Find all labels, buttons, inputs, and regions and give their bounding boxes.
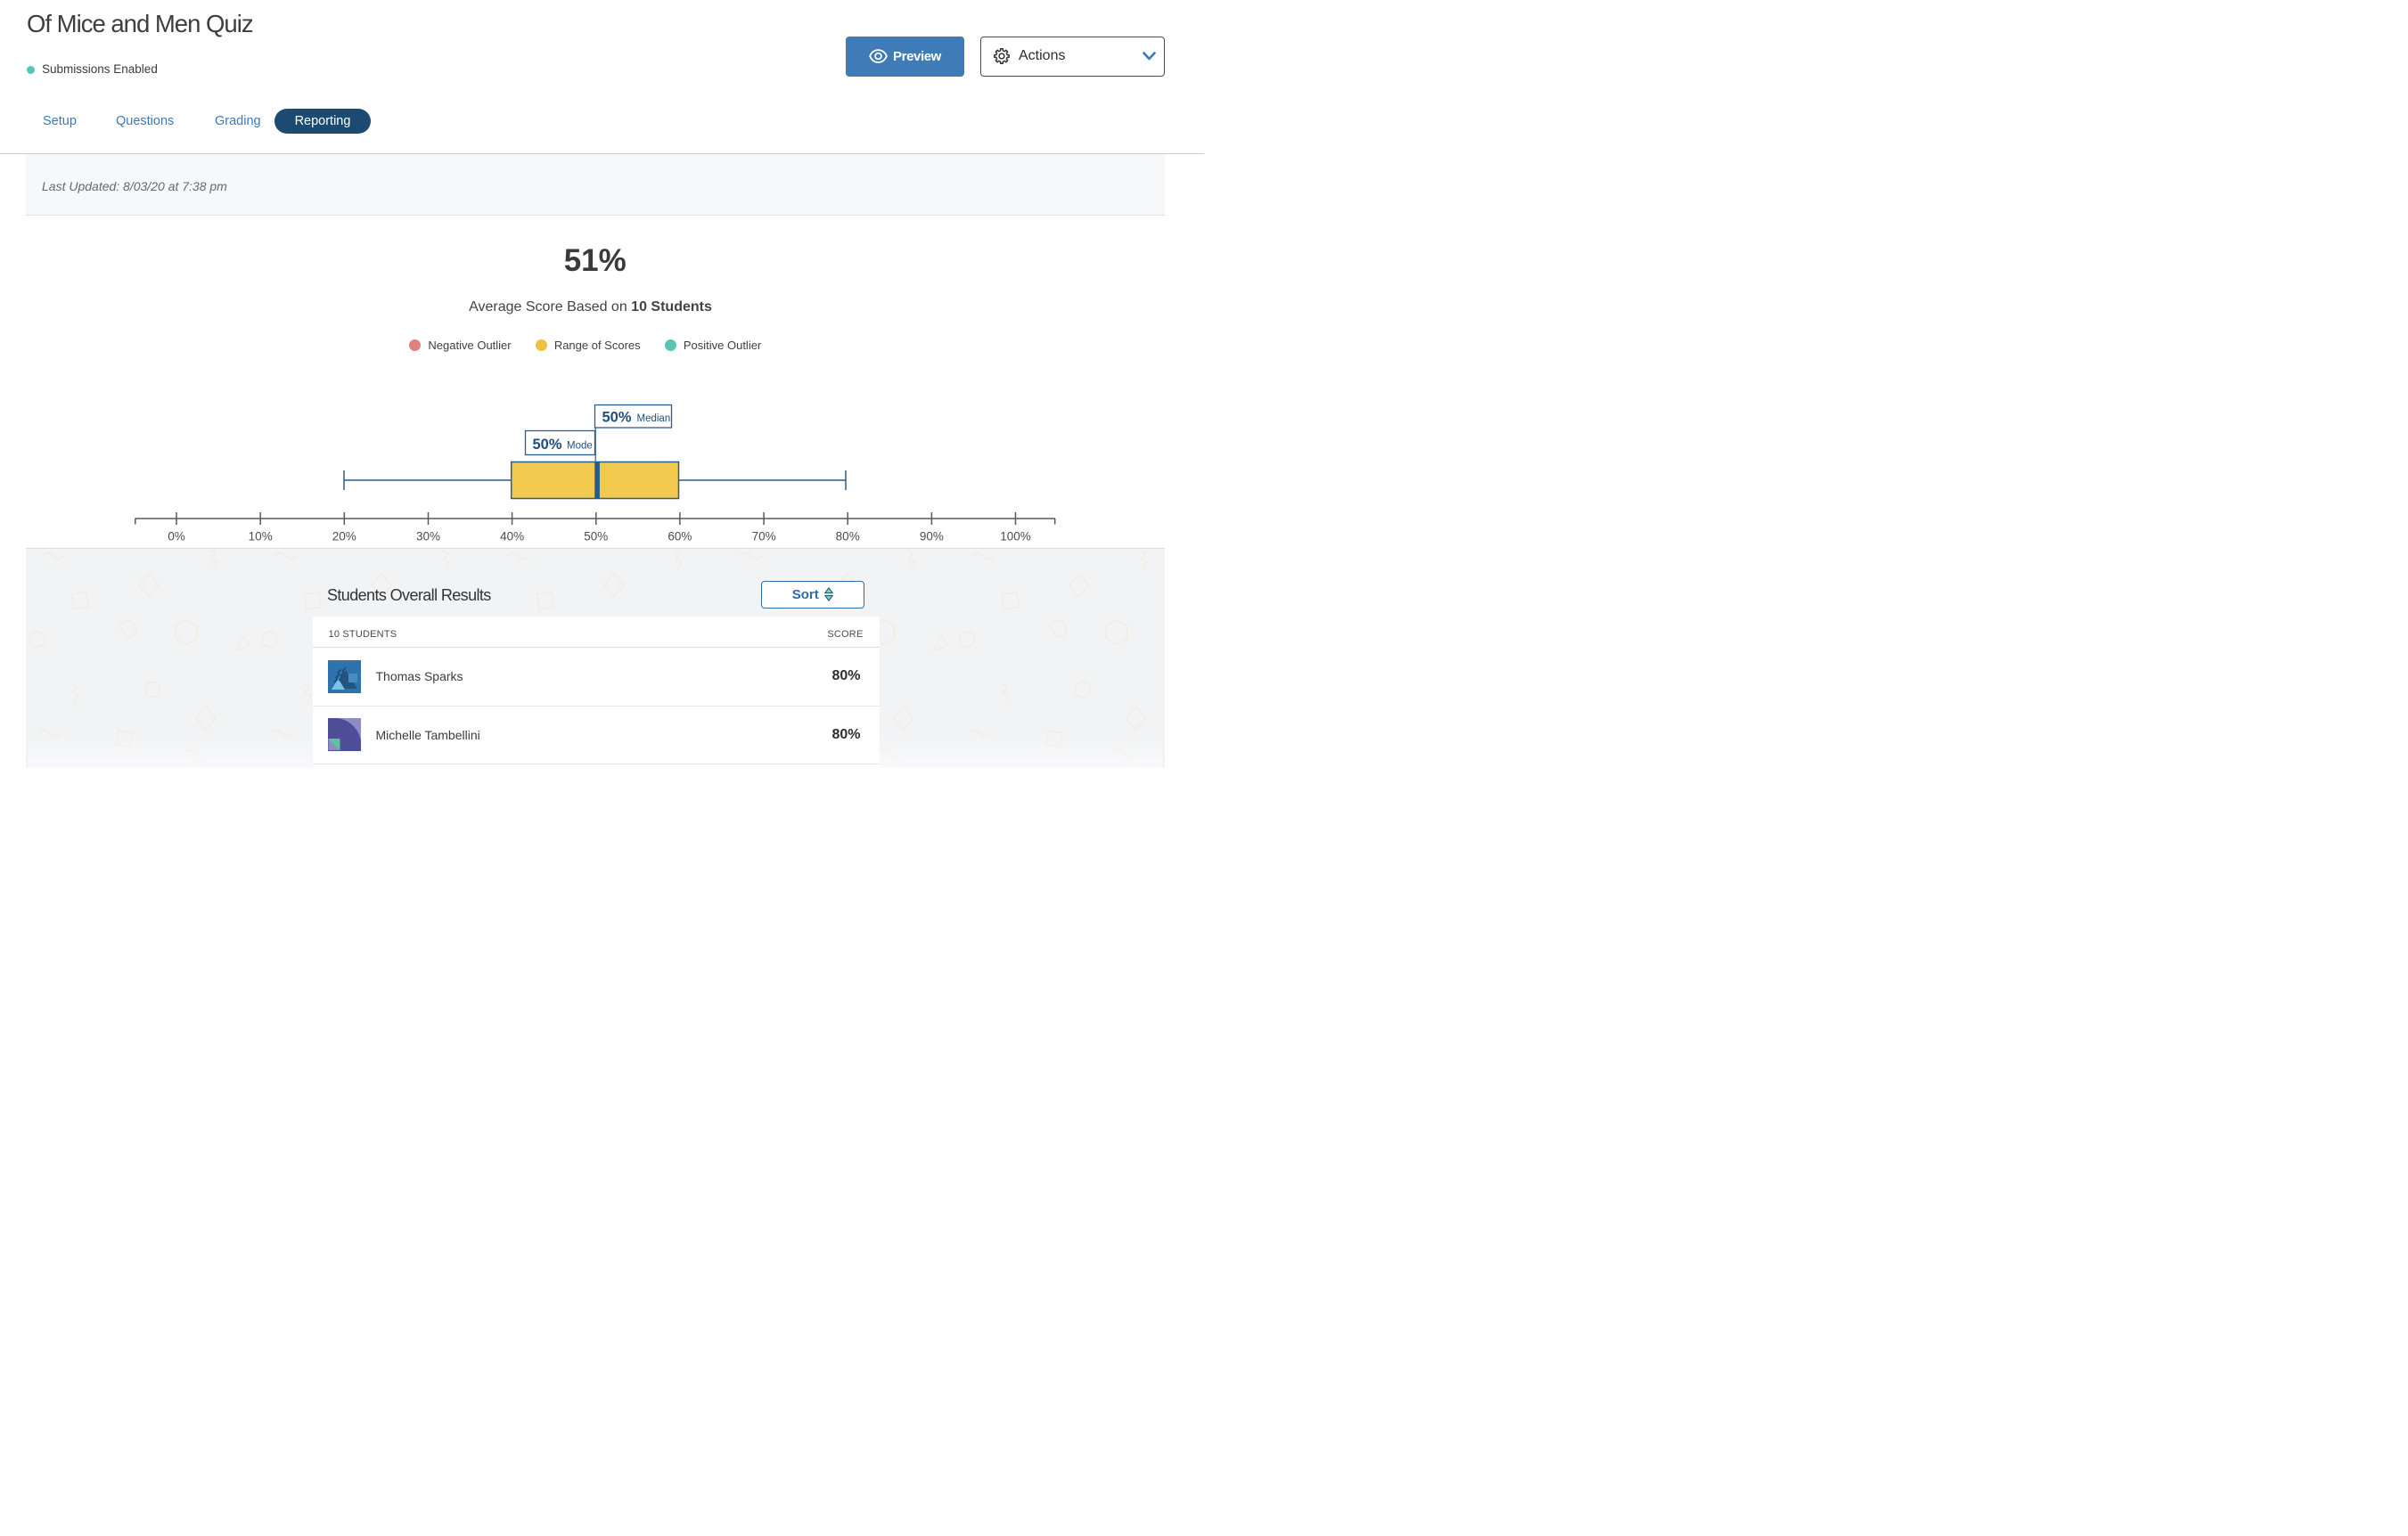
svg-text:Median: Median [637, 413, 671, 424]
svg-text:90%: 90% [920, 530, 944, 543]
svg-text:30%: 30% [416, 530, 440, 543]
svg-text:40%: 40% [500, 530, 524, 543]
svg-text:50%: 50% [602, 410, 632, 426]
svg-text:50%: 50% [533, 437, 562, 453]
svg-text:50%: 50% [584, 530, 608, 543]
svg-text:20%: 20% [332, 530, 356, 543]
svg-text:100%: 100% [1000, 530, 1031, 543]
svg-text:80%: 80% [836, 530, 860, 543]
svg-text:10%: 10% [249, 530, 273, 543]
svg-text:Mode: Mode [567, 441, 593, 452]
svg-text:70%: 70% [752, 530, 776, 543]
svg-text:60%: 60% [668, 530, 692, 543]
svg-text:0%: 0% [168, 530, 185, 543]
